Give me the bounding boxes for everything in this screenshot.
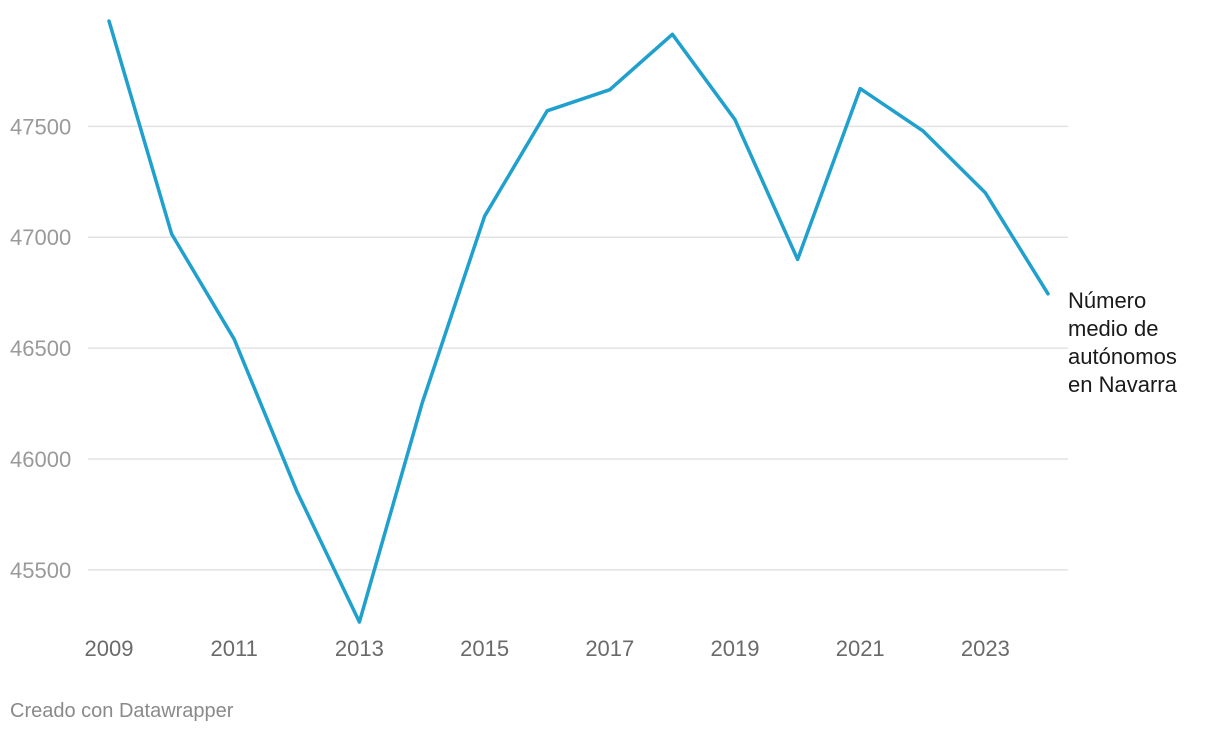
series-labels: Número medio de autónomos en Navarra [1068, 288, 1178, 397]
series-line [107, 19, 1050, 624]
x-tick-label: 2017 [585, 636, 634, 661]
x-tick-label: 2011 [211, 636, 258, 661]
y-tick-label: 46500 [10, 336, 71, 361]
y-axis-ticks: 45500 46000 46500 47000 47500 [10, 114, 71, 583]
series-lines [107, 19, 1050, 624]
x-tick-label: 2013 [335, 636, 384, 661]
y-tick-label: 47000 [10, 225, 71, 250]
x-tick-label: 2023 [961, 636, 1010, 661]
x-tick-label: 2021 [836, 636, 885, 661]
x-tick-label: 2019 [711, 636, 760, 661]
x-tick-label: 2015 [460, 636, 509, 661]
x-tick-label: 2009 [85, 636, 134, 661]
series-name-label: Número medio de autónomos en Navarra [1068, 288, 1178, 397]
y-tick-label: 45500 [10, 558, 71, 583]
x-axis-ticks: 2009 2011 2013 2015 2017 2019 2021 2023 [85, 636, 1010, 661]
y-tick-label: 46000 [10, 447, 71, 472]
gridlines [88, 125, 1068, 571]
footer-credit: Creado con Datawrapper [10, 700, 234, 722]
y-tick-label: 47500 [10, 114, 71, 139]
